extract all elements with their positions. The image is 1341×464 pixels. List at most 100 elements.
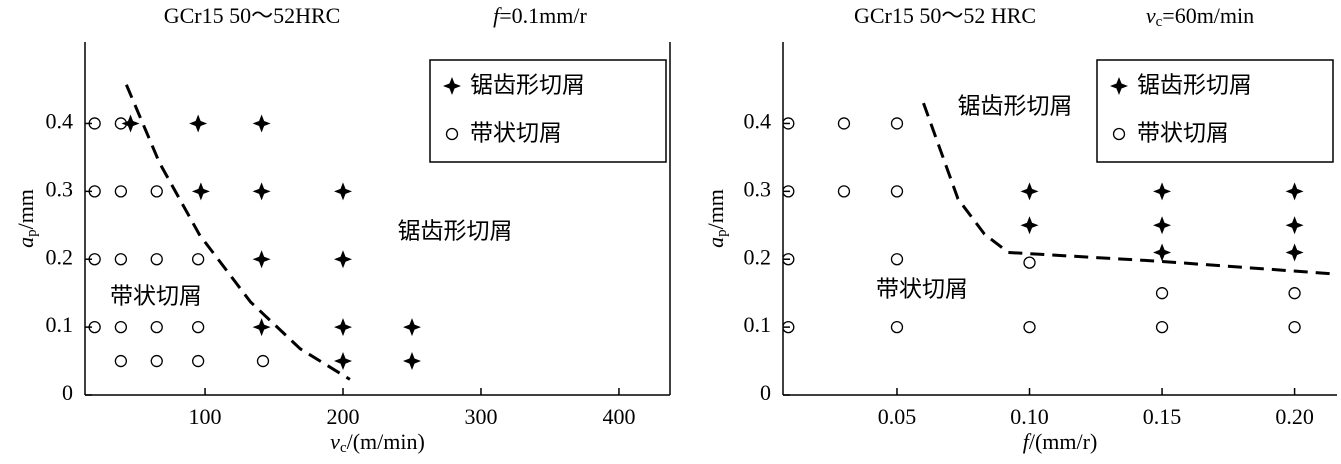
x-tick-label: 0.05 (878, 404, 917, 429)
ribbon-chip-point (150, 185, 163, 198)
serrated-chip-point (252, 318, 271, 337)
serrated-chip-point (252, 182, 271, 201)
legend-box (429, 59, 667, 163)
boundary-line (922, 102, 1337, 276)
x-tick-label: 100 (189, 404, 222, 429)
serrated-chip-point (1153, 243, 1172, 262)
ribbon-chip-point (1023, 256, 1036, 269)
x-tick-label: 0.20 (1275, 404, 1314, 429)
ribbon-chip-point (114, 185, 128, 198)
serrated-chip-point (121, 114, 140, 133)
chart-subtitle-rest: =60m/min (1162, 3, 1254, 28)
region-label: 锯齿形切屑 (398, 219, 513, 245)
x-axis-label: f/(mm/r) (1023, 429, 1098, 454)
serrated-chip-point (402, 352, 421, 371)
legend-label: 带状切屑 (1137, 121, 1229, 147)
serrated-chip-point (1285, 243, 1304, 262)
ribbon-chip-point (150, 253, 163, 266)
plot-area (783, 102, 1337, 334)
legend-label: 锯齿形切屑 (1137, 73, 1252, 99)
x-tick-label: 300 (464, 404, 497, 429)
y-tick-label: 0 (760, 380, 771, 405)
ribbon-chip-point (783, 185, 795, 198)
y-axis-label: ap/mm (703, 189, 730, 248)
chart-subtitle: vc=60m/min (1146, 3, 1254, 30)
legend-marker (1112, 127, 1126, 141)
y-tick-label: 0.3 (46, 176, 74, 201)
ribbon-chip-point (783, 320, 795, 334)
serrated-chip-point (1020, 182, 1039, 201)
serrated-chip-point (334, 352, 353, 371)
ribbon-chip-point (88, 185, 101, 198)
chart-subtitle-symbol: f (493, 3, 502, 28)
chart-subtitle-symbol: v (1146, 3, 1156, 28)
serrated-chip-point (191, 182, 210, 201)
x-tick-label: 200 (327, 404, 360, 429)
y-tick-label: 0.1 (744, 312, 772, 337)
serrated-chip-point (334, 318, 353, 337)
chart-title: GCr15 50～52 HRC (854, 3, 1036, 28)
chart-subtitle: f=0.1mm/r (493, 3, 587, 28)
ribbon-chip-point (191, 320, 205, 334)
y-axis-label-subscript: p (24, 229, 40, 237)
y-axis-label-subscript: p (714, 229, 730, 237)
region-label: 锯齿形切屑 (958, 94, 1073, 120)
chart-subtitle-subscript: c (1156, 14, 1163, 30)
ribbon-chip-point (114, 117, 128, 130)
x-tick-label: 0.10 (1010, 404, 1049, 429)
y-tick-label: 0.3 (744, 176, 772, 201)
y-axis-label-rest: /mm (703, 189, 728, 229)
x-axis-label-symbol: v (330, 429, 340, 454)
x-tick-label: 0.15 (1143, 404, 1182, 429)
ribbon-chip-point (150, 354, 163, 368)
legend-marker (1110, 77, 1128, 95)
serrated-chip-point (1020, 216, 1039, 235)
serrated-chip-point (189, 114, 208, 133)
ribbon-chip-point (88, 117, 101, 130)
ribbon-chip-point (1288, 287, 1301, 300)
y-axis-label-rest: /mm (13, 189, 38, 229)
x-tick-label: 400 (602, 404, 635, 429)
ribbon-chip-point (114, 253, 128, 266)
ribbon-chip-point (191, 253, 205, 266)
y-tick-label: 0.2 (744, 244, 772, 269)
y-tick-label: 0.2 (46, 244, 74, 269)
serrated-chip-point (402, 318, 421, 337)
ribbon-chip-point (783, 117, 795, 130)
serrated-chip-point (1285, 182, 1304, 201)
ribbon-chip-point (191, 354, 205, 368)
ribbon-chip-point (890, 320, 904, 334)
ribbon-chip-point (150, 320, 163, 334)
y-tick-label: 0.4 (744, 109, 772, 134)
legend-marker (445, 127, 459, 141)
boundary-line (125, 84, 351, 381)
ribbon-chip-point (890, 117, 904, 130)
y-tick-label: 0.1 (46, 312, 74, 337)
serrated-chip-point (334, 182, 353, 201)
legend-box (1096, 59, 1334, 163)
ribbon-chip-point (256, 354, 270, 368)
ribbon-chip-point (783, 253, 795, 266)
ribbon-chip-point (114, 354, 128, 368)
ribbon-chip-point (837, 117, 851, 130)
ribbon-chip-point (890, 253, 904, 266)
legend-label: 带状切屑 (470, 121, 562, 147)
y-tick-label: 0.4 (46, 109, 74, 134)
ribbon-chip-point (88, 320, 101, 334)
y-tick-label: 0 (62, 380, 73, 405)
serrated-chip-point (1285, 216, 1304, 235)
y-axis-label-symbol: a (13, 237, 38, 248)
x-axis-label: vc/(m/min) (330, 429, 425, 456)
y-axis-label-symbol: a (703, 237, 728, 248)
plot-area (88, 84, 421, 381)
region-label: 带状切屑 (110, 284, 202, 310)
x-axis-label-rest: /(m/min) (347, 429, 425, 454)
legend-marker (443, 77, 461, 95)
region-label: 带状切屑 (876, 277, 968, 303)
serrated-chip-point (1153, 182, 1172, 201)
ribbon-chip-point (1288, 320, 1301, 334)
chart-title: GCr15 50～52HRC (164, 3, 341, 28)
x-axis-label-rest: /(mm/r) (1029, 429, 1097, 454)
